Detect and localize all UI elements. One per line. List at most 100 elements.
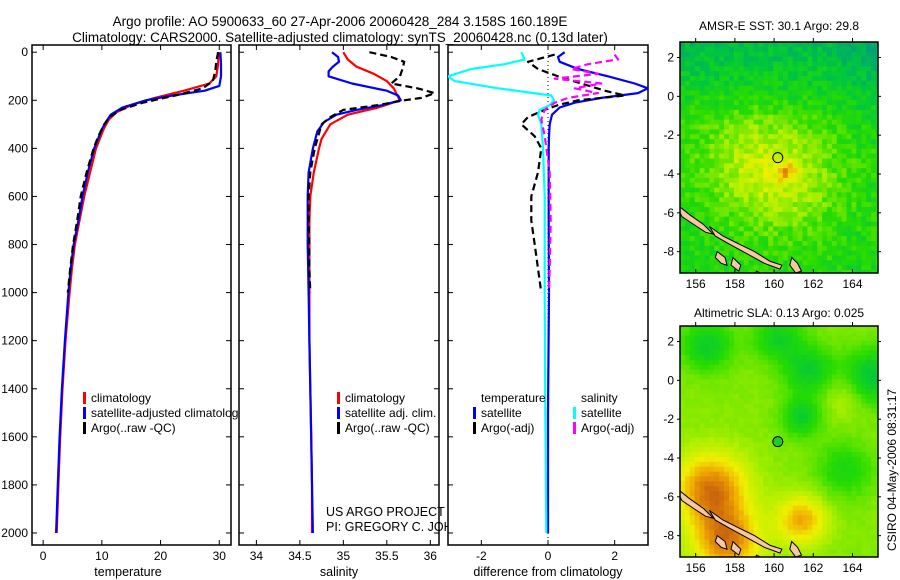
sla-cell — [680, 520, 686, 526]
sla-cell — [871, 525, 877, 531]
difference-legend-heading: temperature — [481, 391, 546, 405]
sst-cell — [704, 85, 710, 92]
sla-cell — [831, 544, 838, 550]
sla-cell — [807, 389, 813, 395]
sla-cell — [733, 554, 740, 557]
sst-cell — [846, 100, 853, 106]
sla-cell — [743, 432, 750, 439]
sla-cell — [778, 447, 784, 453]
sla-cell — [782, 447, 789, 453]
sst-cell — [680, 61, 686, 67]
sla-cell — [787, 374, 794, 380]
sla-cell — [738, 447, 745, 453]
sst-cell — [719, 66, 725, 72]
sst-cell — [684, 265, 691, 271]
sla-cell — [763, 520, 769, 526]
sla-cell — [827, 393, 833, 400]
sla-cell — [714, 491, 720, 497]
sst-cell — [773, 241, 779, 247]
sst-cell — [866, 42, 872, 48]
sla-cell — [827, 403, 833, 410]
sst-cell — [817, 119, 823, 126]
sla-cell — [753, 486, 759, 492]
sst-cell — [694, 158, 701, 164]
sla-cell — [689, 408, 696, 414]
sst-cell — [851, 143, 857, 150]
sla-cell — [851, 461, 857, 468]
sst-cell — [876, 245, 878, 252]
sla-cell — [787, 471, 794, 478]
sst-cell — [724, 139, 730, 145]
sst-cell — [831, 250, 838, 257]
sst-cell — [753, 51, 759, 58]
sla-cell — [773, 360, 779, 366]
sla-cell — [861, 554, 867, 557]
sla-cell — [871, 461, 877, 468]
sla-cell — [699, 335, 706, 342]
sla-cell — [812, 340, 818, 347]
sst-cell — [866, 265, 872, 271]
sla-cell — [846, 374, 853, 380]
sst-cell — [817, 90, 823, 96]
sla-cell — [876, 350, 878, 356]
sst-cell — [743, 80, 750, 87]
sst-cell — [724, 76, 730, 82]
sst-cell — [856, 270, 862, 273]
sst-cell — [812, 231, 818, 237]
sst-cell — [787, 163, 794, 169]
sst-cell — [729, 177, 735, 184]
sst-cell — [758, 197, 764, 203]
sla-cell — [807, 432, 813, 439]
sst-cell — [773, 90, 779, 96]
sla-cell — [753, 340, 759, 347]
sla-cell — [699, 364, 706, 371]
sst-cell — [792, 197, 799, 203]
sla-cell — [763, 486, 769, 492]
sst-cell — [704, 270, 710, 273]
sla-lon-label: 160 — [764, 561, 784, 575]
sst-cell — [841, 119, 848, 126]
sla-cell — [709, 374, 715, 380]
sst-cell — [729, 51, 735, 58]
sst-cell — [699, 66, 706, 72]
sla-cell — [831, 427, 838, 434]
sst-cell — [856, 56, 862, 63]
sla-cell — [807, 466, 813, 473]
sst-cell — [807, 56, 813, 63]
sst-cell — [866, 76, 872, 82]
sla-cell — [856, 360, 862, 366]
sst-cell — [822, 119, 828, 126]
sst-cell — [694, 76, 701, 82]
sla-cell — [871, 350, 877, 356]
sst-cell — [856, 114, 862, 121]
sst-cell — [680, 182, 686, 189]
sla-cell — [866, 515, 872, 521]
sst-cell — [817, 46, 823, 53]
sst-cell — [773, 46, 779, 53]
sst-cell — [797, 255, 804, 261]
sst-cell — [827, 250, 833, 257]
sst-cell — [738, 270, 745, 273]
sst-cell — [797, 148, 804, 155]
sla-cell — [748, 544, 755, 550]
sla-cell — [694, 466, 701, 473]
sst-cell — [841, 95, 848, 101]
sst-cell — [714, 105, 720, 111]
sst-cell — [876, 153, 878, 160]
sst-cell — [704, 211, 710, 218]
sst-cell — [743, 192, 750, 198]
sst-cell — [773, 226, 779, 232]
sla-cell — [729, 437, 735, 444]
sla-cell — [778, 403, 784, 410]
salinity-axes-frame — [238, 44, 440, 546]
sla-cell — [861, 457, 867, 463]
sla-cell — [680, 374, 686, 380]
sla-cell — [827, 447, 833, 453]
sst-cell — [827, 231, 833, 237]
sst-cell — [802, 270, 808, 273]
sla-cell — [753, 529, 759, 536]
sla-cell — [709, 520, 715, 526]
sst-cell — [773, 173, 779, 179]
sla-cell — [738, 418, 745, 424]
sst-cell — [680, 134, 686, 140]
